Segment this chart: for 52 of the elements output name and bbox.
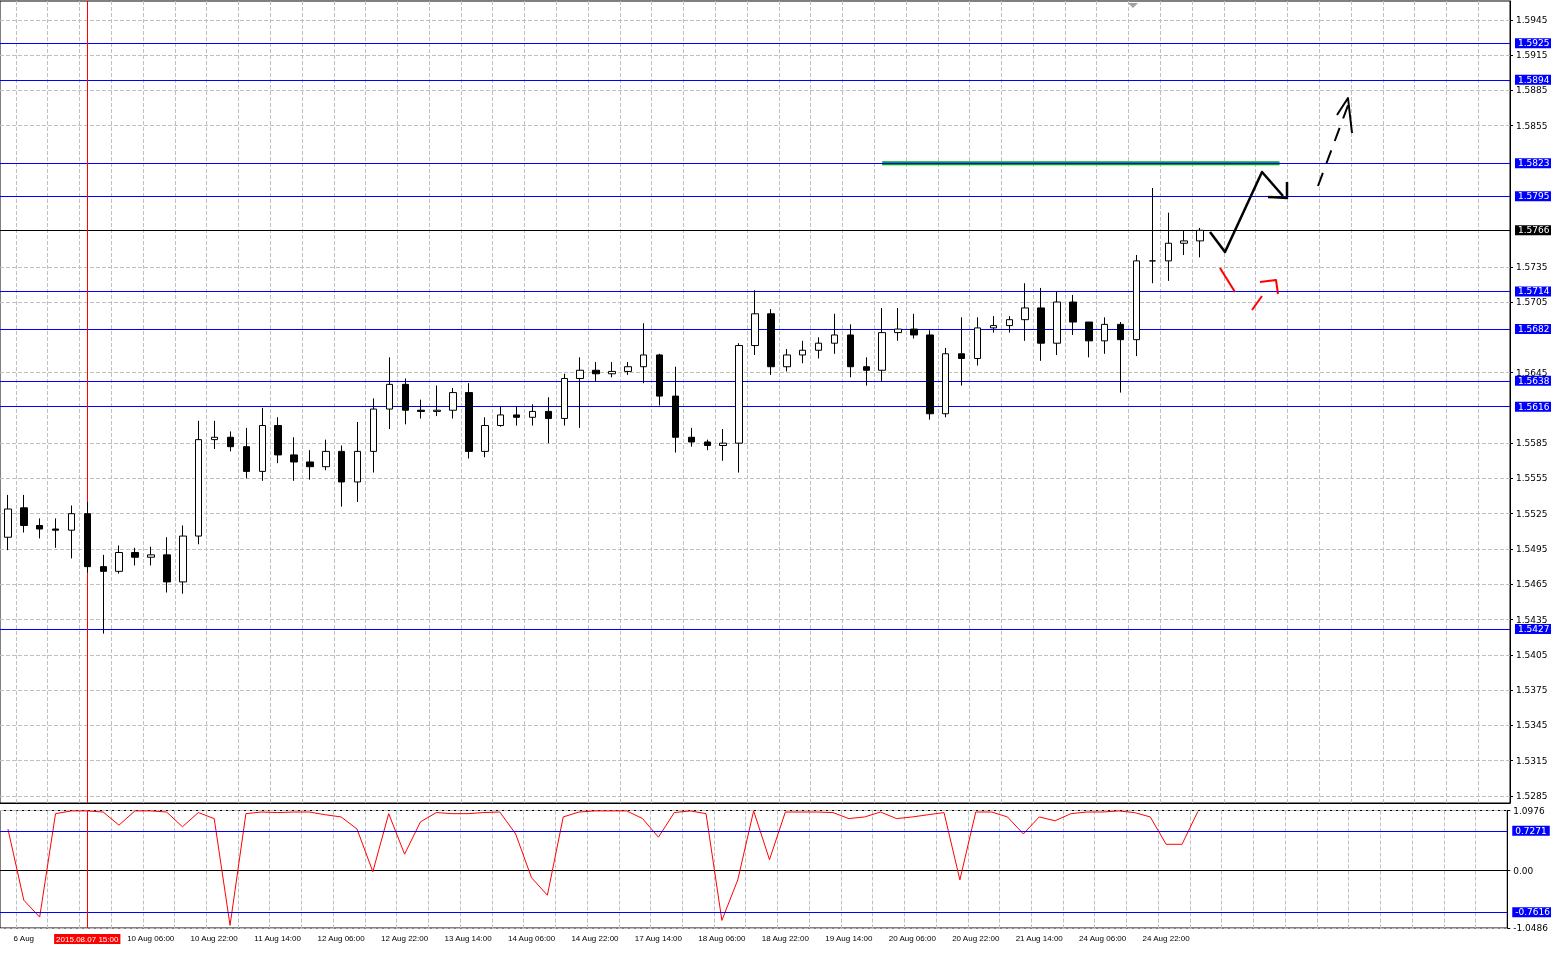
- ref-line-label: -0.7616: [1515, 907, 1551, 918]
- x-tick-label: 11 Aug 14:00: [254, 933, 302, 943]
- y-tick-label: -1.0486: [1513, 923, 1549, 933]
- y-tick-label: 1.5345: [1516, 720, 1548, 731]
- y-tick-label: 1.5495: [1516, 543, 1548, 554]
- x-tick-label: 20 Aug 22:00: [952, 933, 1000, 943]
- x-tick-label: 17 Aug 14:00: [634, 933, 683, 943]
- x-tick-label: 12 Aug 06:00: [317, 933, 366, 943]
- y-tick-label: 1.5915: [1516, 50, 1548, 61]
- y-tick-label: 1.5375: [1516, 685, 1548, 696]
- x-tick-label: 10 Aug 06:00: [127, 933, 175, 943]
- y-tick-label: 1.5285: [1516, 790, 1548, 801]
- ref-line-label: 1.5795: [1518, 191, 1550, 202]
- y-tick-label: 1.5855: [1516, 120, 1548, 131]
- x-tick-label: 24 Aug 22:00: [1142, 933, 1191, 943]
- x-tick-label: 19 Aug 14:00: [825, 933, 873, 943]
- ref-line-label: 1.5925: [1518, 38, 1550, 49]
- y-tick-label: 1.5585: [1516, 438, 1548, 449]
- x-tick-label: 13 Aug 14:00: [444, 933, 493, 943]
- y-tick-label: 0.00: [1513, 865, 1534, 876]
- ref-line-label: 1.5714: [1518, 286, 1550, 297]
- y-tick-label: 1.5735: [1516, 261, 1548, 272]
- ref-line-label: 1.5616: [1518, 401, 1550, 412]
- ref-line-label: 0.7271: [1515, 825, 1547, 836]
- ref-line-label: 1.5638: [1518, 375, 1550, 386]
- x-tick-label: 21 Aug 14:00: [1015, 933, 1064, 943]
- x-tick-label: 18 Aug 06:00: [698, 933, 747, 943]
- y-tick-label: 1.5315: [1516, 755, 1548, 766]
- ref-line-label: 1.5682: [1518, 324, 1550, 335]
- x-tick-label: 10 Aug 22:00: [190, 933, 239, 943]
- y-tick-label: 1.5465: [1516, 579, 1548, 590]
- y-tick-label: 1.5405: [1516, 649, 1548, 660]
- x-tick-label: 14 Aug 22:00: [571, 933, 620, 943]
- x-tick-label: 6 Aug: [13, 933, 35, 943]
- ref-line-label: 1.5766: [1518, 225, 1550, 236]
- x-tick-label: 2015.08.07 15:00: [56, 934, 119, 944]
- y-tick-label: 1.5435: [1516, 614, 1548, 625]
- x-tick-label: 18 Aug 22:00: [761, 933, 810, 943]
- y-tick-label: 1.5705: [1516, 297, 1548, 308]
- ref-line-label: 1.5894: [1518, 74, 1550, 85]
- y-tick-label: 1.5555: [1516, 473, 1548, 484]
- y-tick-label: 1.5945: [1516, 14, 1548, 25]
- x-tick-label: 12 Aug 22:00: [381, 933, 429, 943]
- y-tick-label: 1.5525: [1516, 508, 1548, 519]
- ref-line-label: 1.5427: [1518, 623, 1550, 634]
- ref-line-label: 1.5823: [1518, 158, 1550, 169]
- y-tick-label: 1.5645: [1516, 367, 1548, 378]
- x-tick-label: 24 Aug 06:00: [1079, 933, 1127, 943]
- x-tick-label: 20 Aug 06:00: [888, 933, 937, 943]
- y-tick-label: 1.5885: [1516, 85, 1548, 96]
- y-tick-label: 1.0976: [1513, 805, 1546, 816]
- x-tick-label: 14 Aug 06:00: [507, 933, 556, 943]
